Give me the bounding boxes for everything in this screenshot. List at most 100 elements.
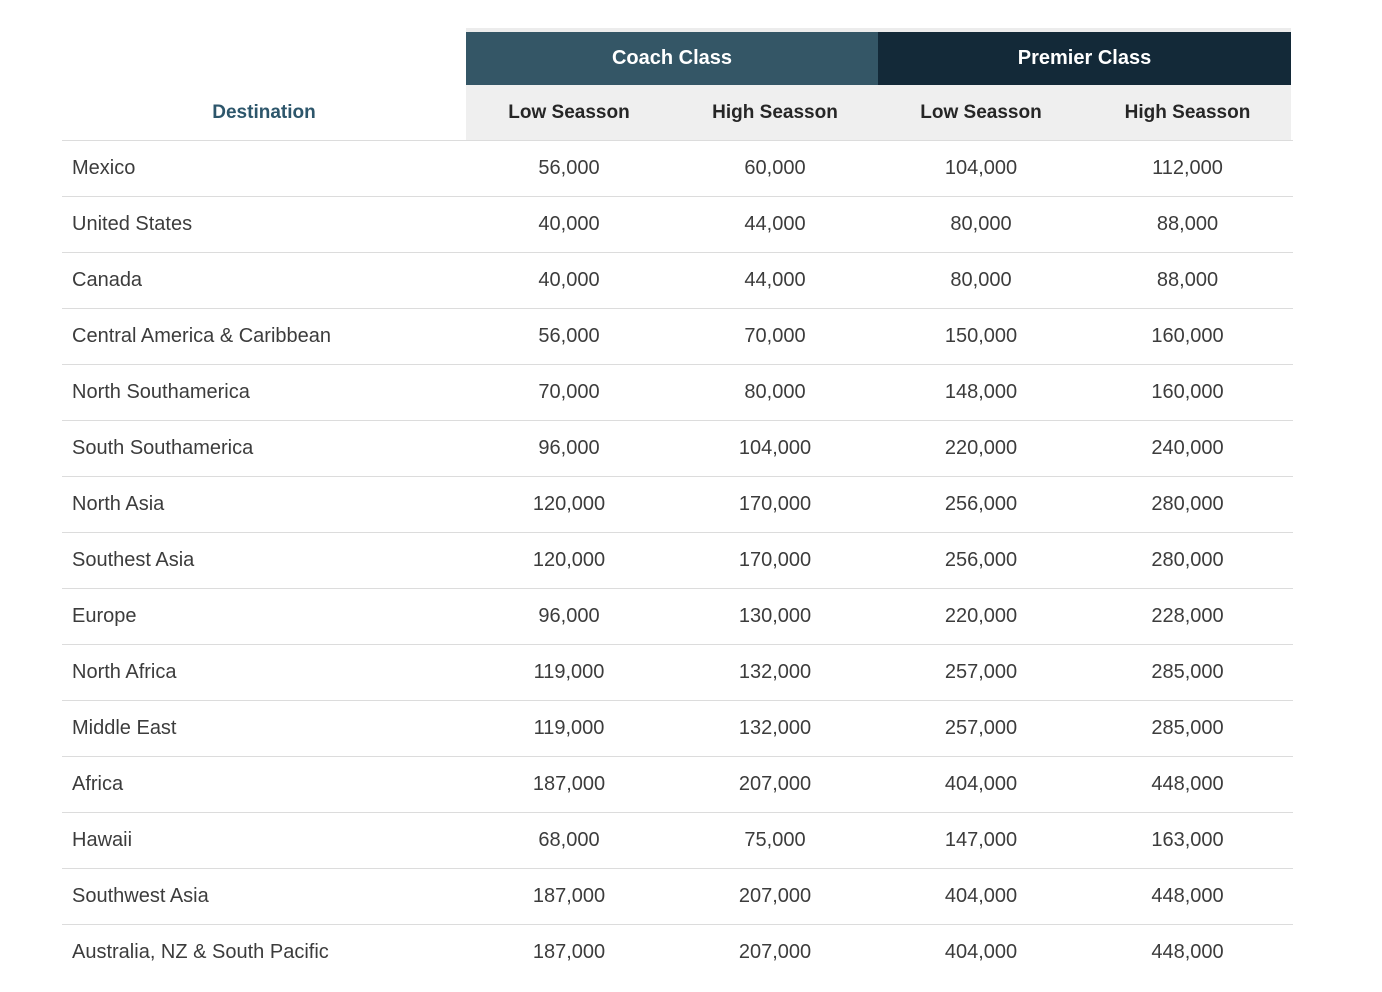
table-row: Hawaii 68,000 75,000 147,000 163,000 [62,812,1293,868]
coach-high-cell: 44,000 [744,213,806,235]
coach-high-cell: 44,000 [744,269,806,291]
premier-low-cell: 147,000 [944,829,1018,851]
coach-low-cell: 187,000 [532,773,606,795]
table-row: Central America & Caribbean 56,000 70,00… [62,308,1293,364]
coach-low-cell: 187,000 [532,885,606,907]
destination-cell: Southest Asia [72,549,195,571]
table-row: North Southamerica 70,000 80,000 148,000… [62,364,1293,420]
coach-high-cell: 132,000 [738,717,812,739]
premier-low-cell: 148,000 [944,381,1018,403]
coach-low-cell: 40,000 [538,213,600,235]
premier-low-cell: 404,000 [944,773,1018,795]
premier-low-cell: 80,000 [950,213,1012,235]
coach-low-cell: 68,000 [538,829,600,851]
premier-high-cell: 160,000 [1151,381,1224,403]
table-row: Middle East 119,000 132,000 257,000 285,… [62,700,1293,756]
destination-cell: Africa [72,773,124,795]
premier-high-cell: 88,000 [1156,269,1219,291]
premier-low-cell: 220,000 [944,605,1018,627]
premier-high-cell: 280,000 [1151,549,1224,571]
coach-high-cell: 80,000 [744,381,806,403]
coach-high-cell: 130,000 [738,605,812,627]
coach-low-cell: 96,000 [538,605,600,627]
table-row: United States 40,000 44,000 80,000 88,00… [62,196,1293,252]
destination-cell: North Asia [72,493,165,515]
premier-low-cell: 256,000 [944,549,1018,571]
destination-cell: Middle East [72,717,177,739]
table-row: North Asia 120,000 170,000 256,000 280,0… [62,476,1293,532]
premier-high-cell: 285,000 [1151,661,1224,683]
coach-low-cell: 56,000 [538,325,600,347]
premier-high-cell: 240,000 [1151,437,1224,459]
header-spacer [62,28,466,85]
coach-low-cell: 70,000 [538,381,600,403]
destination-cell: Mexico [72,157,136,179]
premier-class-header: Premier Class [878,28,1291,85]
coach-low-cell: 40,000 [538,269,600,291]
premier-high-cell: 285,000 [1151,717,1224,739]
premier-low-cell: 257,000 [944,661,1018,683]
premier-high-cell: 228,000 [1151,605,1224,627]
premier-low-cell: 220,000 [944,437,1018,459]
coach-high-cell: 207,000 [738,773,812,795]
premier-low-cell: 404,000 [944,941,1018,963]
premier-low-cell: 104,000 [944,157,1018,179]
destination-cell: Europe [72,605,137,627]
destination-cell: Hawaii [72,829,133,851]
table-row: Canada 40,000 44,000 80,000 88,000 [62,252,1293,308]
table-row: Southwest Asia 187,000 207,000 404,000 4… [62,868,1293,924]
coach-high-cell: 70,000 [744,325,806,347]
coach-high-cell: 170,000 [738,493,812,515]
coach-low-cell: 96,000 [538,437,600,459]
coach-high-cell: 207,000 [738,941,812,963]
coach-low-cell: 120,000 [532,493,606,515]
destination-cell: North Africa [72,661,177,683]
premier-low-cell: 150,000 [944,325,1018,347]
destination-cell: Australia, NZ & South Pacific [72,941,329,963]
premier-high-cell: 280,000 [1151,493,1224,515]
coach-low-season-header: Low Seasson [466,85,672,140]
premier-high-cell: 88,000 [1156,213,1219,235]
coach-high-cell: 104,000 [738,437,812,459]
class-header-row: Coach Class Premier Class [62,28,1293,85]
destination-cell: Central America & Caribbean [72,325,332,347]
premier-low-season-header: Low Seasson [878,85,1084,140]
premier-low-cell: 257,000 [944,717,1018,739]
premier-low-cell: 80,000 [950,269,1012,291]
destination-cell: South Southamerica [72,437,254,459]
destination-cell: North Southamerica [72,381,250,403]
award-price-table: Coach Class Premier Class Destination Lo… [62,28,1293,980]
table-row: Europe 96,000 130,000 220,000 228,000 [62,588,1293,644]
premier-high-cell: 448,000 [1151,941,1224,963]
coach-high-cell: 75,000 [744,829,806,851]
coach-low-cell: 187,000 [532,941,606,963]
premier-high-cell: 448,000 [1151,773,1224,795]
coach-low-cell: 119,000 [533,717,605,739]
destination-cell: Canada [72,269,143,291]
premier-high-cell: 448,000 [1151,885,1224,907]
coach-low-cell: 119,000 [533,661,605,683]
table-row: Mexico 56,000 60,000 104,000 112,000 [62,140,1293,196]
coach-low-cell: 56,000 [538,157,600,179]
table-row: Australia, NZ & South Pacific 187,000 20… [62,924,1293,980]
destination-column-header: Destination [62,85,466,140]
table-row: South Southamerica 96,000 104,000 220,00… [62,420,1293,476]
premier-high-season-header: High Seasson [1084,85,1291,140]
table-body: Mexico 56,000 60,000 104,000 112,000 Uni… [62,140,1293,980]
table-row: North Africa 119,000 132,000 257,000 285… [62,644,1293,700]
coach-low-cell: 120,000 [532,549,606,571]
premier-high-cell: 163,000 [1151,829,1224,851]
premier-low-cell: 256,000 [944,493,1018,515]
destination-cell: United States [72,213,193,235]
coach-high-cell: 132,000 [738,661,812,683]
premier-high-cell: 160,000 [1151,325,1224,347]
premier-high-cell: 112,000 [1152,157,1223,179]
table-row: Southest Asia 120,000 170,000 256,000 28… [62,532,1293,588]
coach-high-cell: 170,000 [738,549,812,571]
coach-high-cell: 60,000 [744,157,806,179]
table-row: Africa 187,000 207,000 404,000 448,000 [62,756,1293,812]
coach-high-cell: 207,000 [738,885,812,907]
destination-cell: Southwest Asia [72,885,209,907]
premier-low-cell: 404,000 [944,885,1018,907]
coach-class-header: Coach Class [466,28,878,85]
